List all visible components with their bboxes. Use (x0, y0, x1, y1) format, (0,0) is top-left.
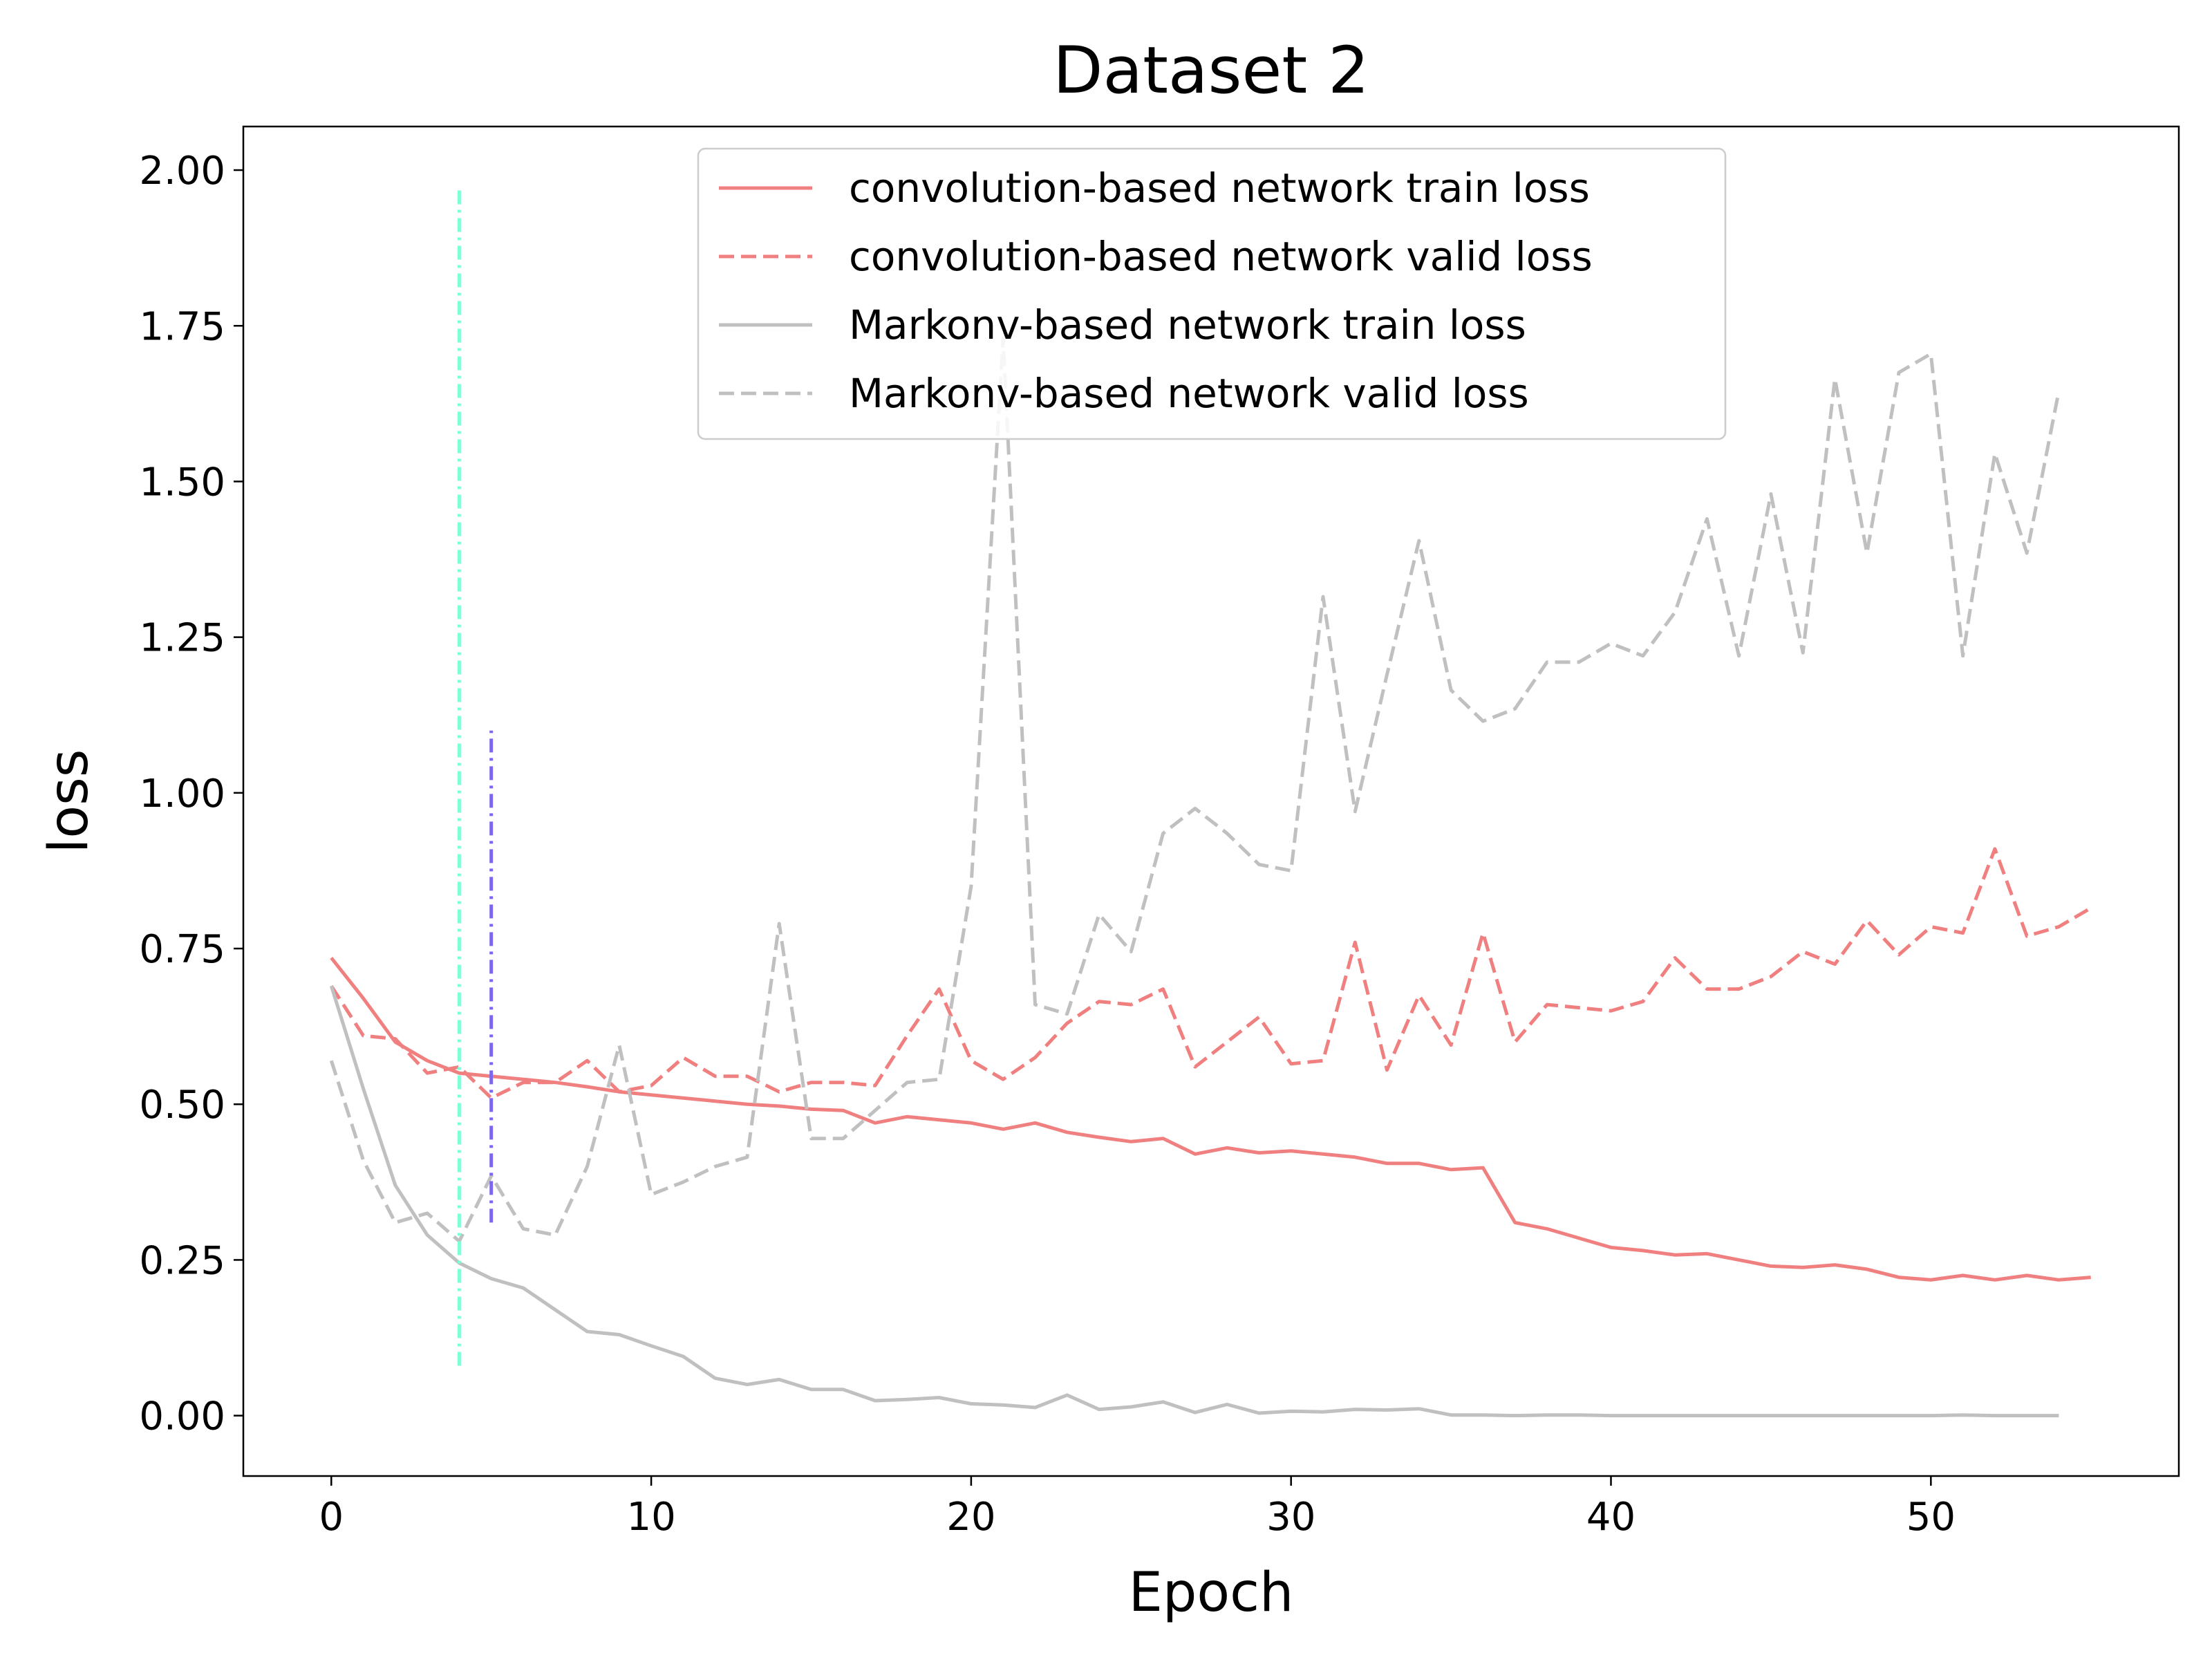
x-tick-label: 10 (626, 1495, 675, 1540)
x-tick-label: 50 (1906, 1495, 1956, 1540)
series-line-markonv-based-network-train-loss (329, 985, 2059, 1418)
y-tick-label: 1.00 (139, 772, 225, 816)
legend-label-markonv-based-network-valid-loss: Markonv-based network valid loss (849, 370, 1529, 417)
x-tick-label: 20 (946, 1495, 995, 1540)
y-tick-label: 0.75 (139, 927, 225, 972)
x-tick-label: 30 (1266, 1495, 1315, 1540)
y-tick-label: 0.25 (139, 1238, 225, 1283)
legend: convolution-based network train loss conv… (697, 147, 1727, 440)
x-tick-label: 0 (319, 1495, 344, 1540)
y-tick-label: 2.00 (139, 149, 225, 194)
y-tick-label: 0.00 (139, 1394, 225, 1439)
legend-label-convolution-based-network-train-loss: convolution-based network train loss (849, 165, 1590, 212)
y-tick-label: 0.50 (139, 1083, 225, 1128)
series-line-convolution-based-network-valid-loss (330, 847, 2092, 1100)
chart-title: Dataset 2 (1053, 33, 1369, 109)
legend-label-markonv-based-network-train-loss: Markonv-based network train loss (849, 301, 1526, 348)
x-axis-label: Epoch (1129, 1562, 1294, 1624)
series-line-markonv-based-network-valid-loss (329, 336, 2061, 1243)
legend-box (697, 147, 1727, 440)
y-tick-label: 1.25 (139, 616, 225, 661)
y-tick-label: 1.75 (139, 304, 225, 349)
y-axis-label: loss (38, 749, 100, 854)
x-tick-label: 40 (1586, 1495, 1635, 1540)
legend-label-convolution-based-network-valid-loss: convolution-based network valid loss (849, 233, 1593, 280)
series-line-convolution-based-network-train-loss (330, 956, 2091, 1282)
y-tick-label: 1.50 (139, 460, 225, 505)
plot-area-frame (242, 125, 2180, 1477)
